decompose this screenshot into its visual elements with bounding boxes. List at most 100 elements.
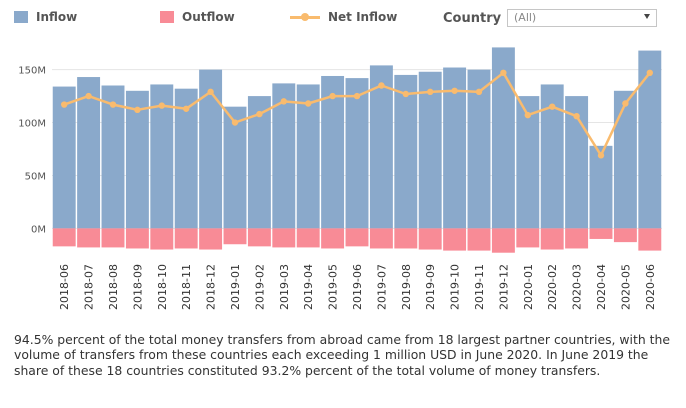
net-inflow-point: [305, 100, 312, 107]
legend-net-label: Net Inflow: [328, 10, 398, 24]
country-filter-value: (All): [514, 11, 537, 24]
outflow-bar: [199, 228, 223, 250]
outflow-bar: [516, 228, 540, 248]
outflow-bar: [565, 228, 589, 249]
y-tick-label: 50M: [25, 171, 46, 182]
outflow-bar: [394, 228, 418, 249]
outflow-bar: [540, 228, 564, 250]
y-tick-label: 100M: [18, 119, 46, 130]
inflow-bar: [565, 96, 589, 229]
net-inflow-point: [573, 112, 580, 120]
outflow-swatch-icon: [160, 11, 174, 23]
net-inflow-point: [158, 102, 165, 109]
inflow-bar: [516, 96, 540, 229]
x-tick-label: 2019-05: [327, 264, 340, 310]
inflow-bar: [247, 96, 271, 229]
legend-outflow-label: Outflow: [182, 10, 235, 24]
net-inflow-point: [329, 92, 336, 100]
net-inflow-point: [475, 88, 483, 96]
x-tick-label: 2018-11: [180, 264, 193, 310]
inflow-bar: [345, 78, 369, 229]
x-tick-label: 2019-08: [400, 264, 413, 310]
outflow-bar: [77, 228, 101, 248]
net-inflow-point: [256, 110, 263, 118]
inflow-bar: [467, 69, 491, 229]
net-inflow-point: [402, 90, 409, 98]
net-inflow-point: [646, 69, 653, 77]
outflow-bar: [443, 228, 467, 251]
outflow-bar: [101, 228, 125, 248]
inflow-bar: [272, 83, 296, 229]
x-tick-label: 2019-12: [497, 264, 510, 310]
inflow-bar: [418, 71, 442, 229]
inflow-bar: [77, 77, 101, 229]
inflow-bar: [443, 67, 467, 229]
net-inflow-point: [500, 69, 507, 77]
x-tick-label: 2020-05: [619, 264, 632, 310]
outflow-bar: [296, 228, 320, 248]
x-tick-label: 2019-10: [449, 264, 462, 310]
chevron-down-icon[interactable]: [644, 14, 650, 19]
x-tick-label: 2019-01: [229, 264, 242, 310]
outflow-bar: [418, 228, 442, 250]
legend-item-inflow[interactable]: Inflow: [14, 10, 77, 24]
x-tick-label: 2018-10: [156, 264, 169, 310]
x-tick-label: 2019-07: [375, 264, 388, 310]
net-inflow-point: [427, 88, 434, 96]
inflow-bar: [589, 145, 613, 229]
country-filter-label: Country: [443, 11, 502, 26]
y-tick-label: 0M: [31, 224, 46, 235]
inflow-bar: [174, 88, 198, 229]
outflow-bar: [321, 228, 345, 249]
outflow-bar: [638, 228, 662, 251]
legend-item-net-inflow[interactable]: Net Inflow: [290, 10, 397, 24]
x-tick-label: 2020-06: [644, 264, 657, 310]
x-tick-label: 2019-06: [351, 264, 364, 310]
inflow-bar: [199, 69, 223, 229]
x-tick-label: 2019-03: [278, 264, 291, 310]
inflow-bar: [369, 65, 393, 229]
x-tick-label: 2019-02: [253, 264, 266, 310]
inflow-bar: [101, 85, 125, 229]
x-tick-label: 2019-09: [424, 264, 437, 310]
inflow-bar: [613, 90, 637, 229]
outflow-bar: [52, 228, 76, 247]
net-inflow-point: [207, 88, 214, 96]
net-inflow-point: [85, 92, 92, 100]
legend-item-outflow[interactable]: Outflow: [160, 10, 235, 24]
net-inflow-point: [597, 152, 605, 159]
net-inflow-point: [378, 82, 385, 89]
net-inflow-point: [549, 103, 556, 110]
outflow-bar: [272, 228, 296, 248]
inflow-bar: [52, 86, 76, 229]
transfers-chart: 150M 100M 50M 0M 2018-06 2018-07 2018-08 2018-0…: [18, 47, 662, 310]
inflow-bar: [223, 106, 247, 229]
line-marker-icon: [290, 11, 320, 23]
inflow-bar: [150, 84, 174, 229]
net-inflow-point: [524, 111, 531, 119]
outflow-bar: [150, 228, 174, 250]
x-tick-label: 2018-12: [205, 264, 218, 310]
net-inflow-point: [353, 92, 361, 100]
net-inflow-point: [60, 101, 68, 108]
outflow-bar: [369, 228, 393, 249]
net-inflow-point: [622, 100, 629, 107]
x-tick-label: 2018-08: [107, 264, 120, 310]
outflow-bar: [345, 228, 369, 247]
inflow-bar: [296, 84, 320, 229]
inflow-bar: [491, 47, 515, 229]
outflow-bar: [589, 228, 613, 239]
net-inflow-point: [451, 87, 458, 94]
chart-legend: Inflow Outflow Net Inflow Country (All): [0, 0, 686, 38]
country-filter-dropdown[interactable]: (All): [507, 9, 657, 27]
x-tick-label: 2018-09: [131, 264, 144, 310]
net-inflow-point: [231, 119, 239, 126]
x-tick-label: 2019-11: [473, 264, 486, 310]
outflow-bar: [223, 228, 247, 245]
x-tick-label: 2020-02: [546, 264, 559, 310]
inflow-bar: [540, 84, 564, 229]
y-tick-label: 150M: [18, 66, 46, 77]
outflow-bar: [247, 228, 271, 247]
x-tick-label: 2020-04: [595, 264, 608, 310]
outflow-bar: [491, 228, 515, 253]
